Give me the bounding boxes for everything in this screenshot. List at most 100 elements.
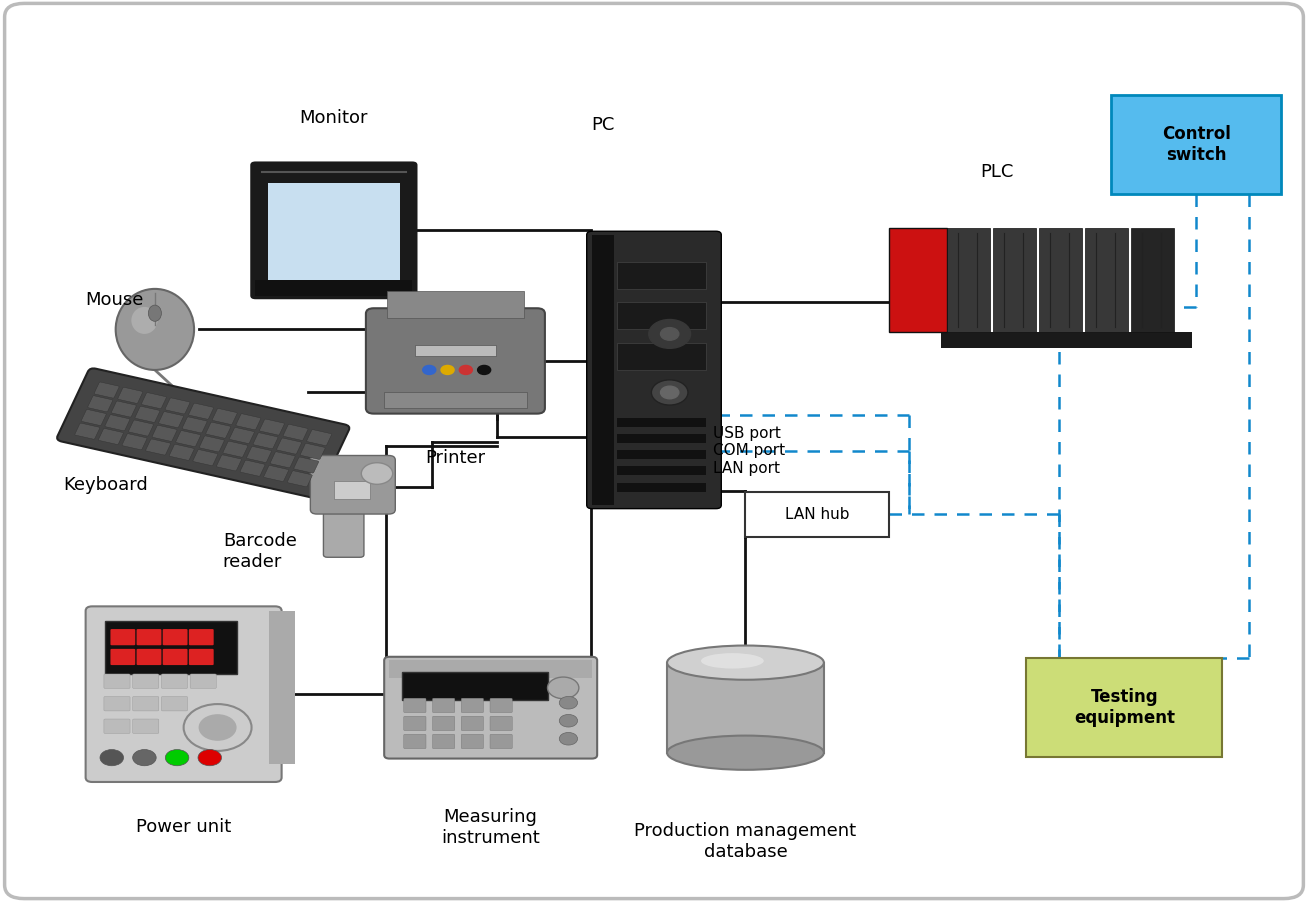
- FancyBboxPatch shape: [182, 417, 207, 433]
- FancyBboxPatch shape: [462, 734, 484, 749]
- Circle shape: [198, 750, 221, 766]
- Text: Monitor: Monitor: [300, 109, 368, 127]
- FancyBboxPatch shape: [98, 428, 123, 445]
- FancyBboxPatch shape: [617, 343, 706, 370]
- FancyBboxPatch shape: [271, 452, 296, 468]
- FancyBboxPatch shape: [617, 302, 706, 329]
- FancyBboxPatch shape: [88, 396, 112, 412]
- Circle shape: [548, 677, 579, 699]
- FancyBboxPatch shape: [5, 4, 1303, 898]
- FancyBboxPatch shape: [993, 228, 1036, 332]
- Ellipse shape: [115, 289, 194, 370]
- Text: Control
switch: Control switch: [1162, 125, 1231, 164]
- FancyBboxPatch shape: [667, 663, 824, 752]
- FancyBboxPatch shape: [103, 674, 129, 688]
- FancyBboxPatch shape: [135, 406, 160, 422]
- FancyBboxPatch shape: [136, 629, 161, 645]
- FancyBboxPatch shape: [390, 660, 593, 678]
- FancyBboxPatch shape: [366, 308, 545, 414]
- FancyBboxPatch shape: [132, 674, 158, 688]
- FancyBboxPatch shape: [490, 698, 513, 713]
- FancyBboxPatch shape: [141, 392, 166, 409]
- FancyBboxPatch shape: [617, 418, 706, 427]
- FancyBboxPatch shape: [217, 455, 242, 471]
- FancyBboxPatch shape: [229, 428, 254, 444]
- Circle shape: [560, 714, 578, 727]
- Text: PLC: PLC: [981, 162, 1014, 180]
- FancyBboxPatch shape: [188, 649, 213, 665]
- Circle shape: [661, 327, 679, 340]
- FancyBboxPatch shape: [162, 629, 187, 645]
- FancyBboxPatch shape: [587, 231, 721, 509]
- FancyBboxPatch shape: [94, 382, 119, 398]
- FancyBboxPatch shape: [1039, 228, 1082, 332]
- FancyBboxPatch shape: [161, 674, 187, 688]
- FancyBboxPatch shape: [103, 696, 129, 711]
- FancyBboxPatch shape: [268, 183, 400, 282]
- FancyBboxPatch shape: [110, 629, 135, 645]
- Circle shape: [477, 365, 490, 374]
- FancyBboxPatch shape: [617, 262, 706, 289]
- FancyBboxPatch shape: [433, 716, 455, 731]
- Circle shape: [661, 386, 679, 399]
- FancyBboxPatch shape: [103, 719, 129, 733]
- FancyBboxPatch shape: [294, 457, 319, 473]
- FancyBboxPatch shape: [462, 716, 484, 731]
- FancyBboxPatch shape: [403, 672, 548, 701]
- Ellipse shape: [701, 653, 764, 668]
- FancyBboxPatch shape: [152, 426, 177, 441]
- FancyBboxPatch shape: [276, 438, 302, 454]
- FancyBboxPatch shape: [212, 409, 237, 425]
- Circle shape: [132, 750, 156, 766]
- Circle shape: [99, 750, 123, 766]
- FancyBboxPatch shape: [250, 161, 417, 299]
- Circle shape: [649, 319, 691, 348]
- FancyBboxPatch shape: [81, 410, 106, 426]
- FancyBboxPatch shape: [415, 345, 496, 356]
- FancyBboxPatch shape: [385, 657, 598, 759]
- Text: PC: PC: [591, 116, 615, 134]
- FancyBboxPatch shape: [1027, 658, 1223, 757]
- FancyBboxPatch shape: [940, 332, 1193, 348]
- FancyBboxPatch shape: [283, 424, 307, 440]
- Text: USB port
COM port
LAN port: USB port COM port LAN port: [713, 426, 785, 476]
- FancyBboxPatch shape: [306, 429, 332, 446]
- Circle shape: [361, 463, 392, 484]
- Text: Testing
equipment: Testing equipment: [1074, 688, 1175, 727]
- FancyBboxPatch shape: [192, 449, 218, 465]
- FancyBboxPatch shape: [462, 698, 484, 713]
- FancyBboxPatch shape: [1130, 228, 1175, 332]
- Circle shape: [441, 365, 454, 374]
- FancyBboxPatch shape: [188, 403, 213, 419]
- FancyBboxPatch shape: [1084, 228, 1127, 332]
- Text: Keyboard: Keyboard: [63, 476, 148, 494]
- FancyBboxPatch shape: [165, 398, 190, 414]
- FancyBboxPatch shape: [111, 401, 136, 417]
- FancyBboxPatch shape: [132, 719, 158, 733]
- FancyBboxPatch shape: [132, 696, 158, 711]
- Text: Power unit: Power unit: [136, 818, 232, 836]
- FancyBboxPatch shape: [617, 434, 706, 443]
- FancyBboxPatch shape: [593, 235, 615, 505]
- FancyBboxPatch shape: [433, 698, 455, 713]
- FancyBboxPatch shape: [162, 649, 187, 665]
- FancyBboxPatch shape: [110, 649, 135, 665]
- FancyBboxPatch shape: [105, 621, 237, 674]
- Circle shape: [165, 750, 188, 766]
- FancyBboxPatch shape: [385, 392, 527, 409]
- FancyBboxPatch shape: [746, 492, 889, 537]
- Ellipse shape: [667, 646, 824, 680]
- Ellipse shape: [148, 305, 161, 321]
- Text: Printer: Printer: [425, 449, 485, 467]
- Circle shape: [560, 732, 578, 745]
- FancyBboxPatch shape: [264, 465, 289, 482]
- FancyBboxPatch shape: [404, 716, 426, 731]
- FancyBboxPatch shape: [259, 419, 284, 435]
- FancyBboxPatch shape: [118, 387, 143, 403]
- Text: Mouse: Mouse: [85, 290, 144, 308]
- FancyBboxPatch shape: [199, 436, 224, 452]
- FancyBboxPatch shape: [617, 466, 706, 475]
- FancyBboxPatch shape: [188, 629, 213, 645]
- FancyBboxPatch shape: [268, 611, 294, 764]
- Circle shape: [183, 704, 251, 750]
